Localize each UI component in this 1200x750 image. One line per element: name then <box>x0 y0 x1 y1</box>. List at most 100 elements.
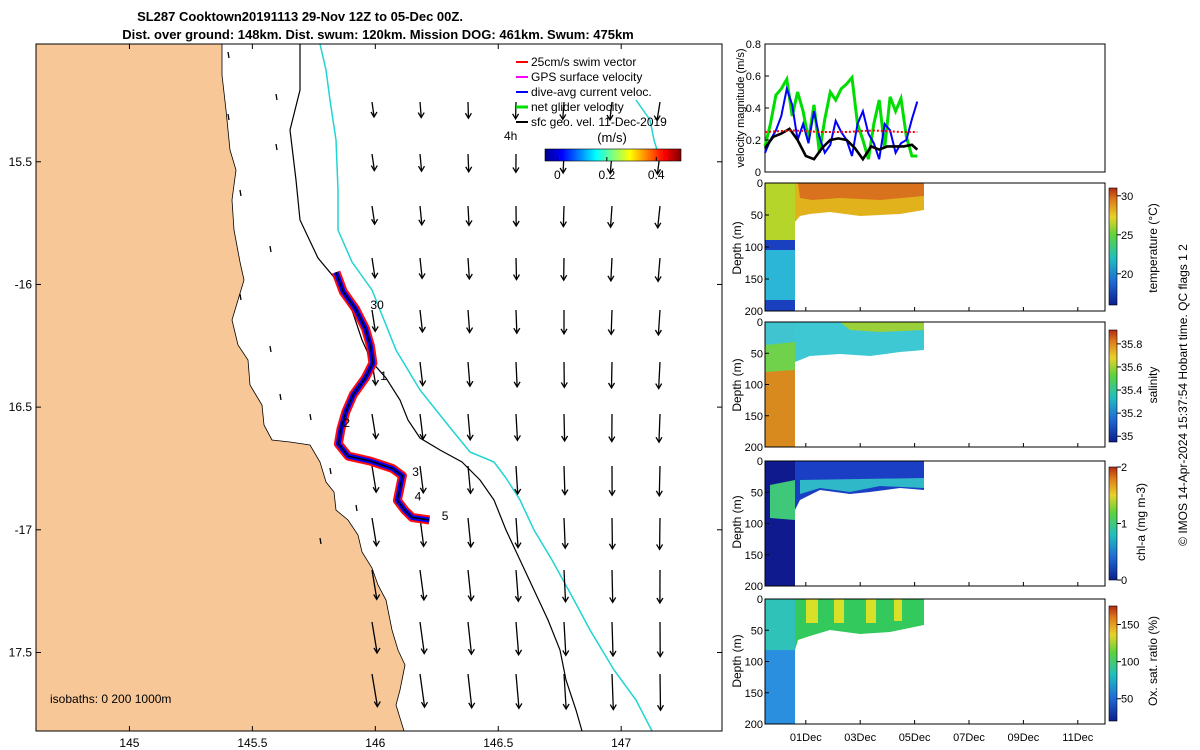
colorbar-tick-label: 25 <box>1121 230 1133 242</box>
velocity-frame <box>764 43 1106 173</box>
chla-column <box>765 461 795 586</box>
velocity-arrow-head <box>373 701 381 708</box>
depth-tick-label: 100 <box>745 519 763 531</box>
date-tick-label: 11Dec <box>1062 732 1093 744</box>
title-line-2: Dist. over ground: 148km. Dist. swum: 12… <box>122 27 634 42</box>
isobath-200m <box>289 44 583 731</box>
map-ytick-label: 15.5 <box>9 155 33 169</box>
land-area <box>36 44 406 731</box>
velocity-arrow <box>467 673 473 707</box>
depth-tick-label: 150 <box>745 550 763 562</box>
velocity-panel: 0 0.2 0.4 0.6 0.8 velocity magnitude (m/s) <box>735 39 1106 179</box>
salinity-colorbar <box>1108 329 1118 443</box>
velocity-arrow-head <box>656 544 664 551</box>
chla-panel: 0 50 100 150 200 Depth (m) 2 1 0 chl-a (mg m-3… <box>730 456 1148 593</box>
legend-label-swim: 25cm/s swim vector <box>531 55 636 69</box>
velocity-arrow-head <box>513 381 521 389</box>
velocity-arrow-small <box>269 245 272 253</box>
velocity-arrow-head <box>654 276 662 283</box>
velocity-arrow-head <box>514 542 522 549</box>
velocity-arrow-head <box>512 167 520 174</box>
velocity-arrow-head <box>514 488 522 496</box>
velocity-arrow <box>419 569 425 600</box>
velocity-arrow <box>371 413 377 438</box>
velocity-arrow-head <box>512 113 520 121</box>
velocity-arrow-head <box>561 596 570 604</box>
title-line-1: SL287 Cooktown20191113 29-Nov 12Z to 05-… <box>137 9 463 24</box>
velocity-arrow-head <box>417 112 425 119</box>
isobaths-note: isobaths: 0 200 1000m <box>50 692 171 706</box>
colorbar-tick-label: 35.6 <box>1121 362 1142 374</box>
velocity-arrow <box>515 257 518 279</box>
velocity-arrow <box>371 153 375 170</box>
velocity-arrow-head <box>467 541 475 549</box>
velocity-arrow-head <box>465 273 473 281</box>
velocity-arrow <box>658 361 661 388</box>
velocity-ytick-label: 0 <box>755 167 761 179</box>
velocity-arrow <box>419 257 423 278</box>
velocity-series <box>763 73 919 162</box>
velocity-arrow <box>610 309 613 334</box>
velocity-arrow <box>419 621 425 653</box>
velocity-arrow <box>658 413 661 442</box>
velocity-arrow-head <box>560 274 568 282</box>
oxygen-upper <box>765 599 795 650</box>
legend-label-current: dive-avg current veloc. <box>531 85 652 99</box>
velocity-arrow <box>467 621 473 654</box>
depth-tick-label: 150 <box>745 688 763 700</box>
velocity-ytick-label: 0.4 <box>746 103 761 115</box>
velocity-arrow <box>467 517 472 547</box>
velocity-arrow <box>563 621 567 655</box>
chla-band <box>800 478 924 494</box>
map-xtick-label: 145 <box>119 736 139 750</box>
velocity-arrow <box>371 205 376 224</box>
temperature-panel: 0 50 100 150 200 Depth (m) 30 25 20 temperatur… <box>730 178 1160 318</box>
velocity-arrow-small <box>279 393 282 401</box>
velocity-arrow-head <box>418 326 426 334</box>
velocity-arrow-head <box>372 540 380 548</box>
colorbar-tick-label: 1 <box>1121 519 1127 531</box>
velocity-arrow-small <box>269 345 272 353</box>
salinity-axes: 0 50 100 150 200 <box>745 317 1079 454</box>
chla-axes: 0 50 100 150 200 <box>745 456 1079 593</box>
velocity-arrow <box>515 465 519 494</box>
legend-label-net: net glider velocity <box>531 100 624 114</box>
velocity-arrow <box>563 517 566 548</box>
velocity-arrow <box>563 413 566 441</box>
velocity-arrow <box>611 673 614 709</box>
velocity-ytick-label: 0.6 <box>746 71 761 83</box>
map-ytick-label: 16.5 <box>9 400 33 414</box>
colorbar-tick-label: 100 <box>1121 657 1139 669</box>
temperature-axes: 0 50 100 150 200 <box>745 178 1079 318</box>
footer-credit: © IMOS 14-Apr-2024 15:37:54 Hobart time.… <box>1176 244 1190 546</box>
velocity-arrow-head <box>465 166 473 174</box>
velocity-arrow <box>609 101 613 120</box>
velocity-arrow <box>371 569 378 599</box>
temperature-colorbar-label: temperature (°C) <box>1146 203 1160 293</box>
velocity-arrow <box>467 257 470 279</box>
velocity-arrow-head <box>467 648 475 656</box>
velocity-arrow <box>611 569 614 602</box>
velocity-axes: 0 0.2 0.4 0.6 0.8 <box>746 39 769 179</box>
depth-tick-label: 0 <box>757 178 763 190</box>
velocity-ytick-label: 0.8 <box>746 39 761 51</box>
velocity-arrow <box>515 361 518 386</box>
velocity-arrow-head <box>468 702 476 710</box>
velocity-arrow <box>515 673 520 708</box>
velocity-arrow-head <box>656 704 665 712</box>
velocity-arrow <box>419 309 424 332</box>
temperature-deep <box>765 250 795 300</box>
velocity-arrow-small <box>329 467 332 475</box>
velocity-arrow <box>656 101 661 120</box>
oxygen-panel: 0 50 100 150 200 Depth (m) 150 100 50 Ox. sat.… <box>730 594 1160 744</box>
surface-velocity-arrows <box>227 51 665 712</box>
velocity-arrow <box>562 205 565 226</box>
velocity-arrow-head <box>515 703 523 710</box>
velocity-arrow-head <box>559 221 567 228</box>
colorbar-tick-label: 150 <box>1121 620 1139 632</box>
velocity-arrow-head <box>608 436 616 443</box>
velocity-arrow-head <box>420 648 428 655</box>
velocity-arrow-head <box>417 165 426 173</box>
velocity-arrow-head <box>653 168 662 176</box>
